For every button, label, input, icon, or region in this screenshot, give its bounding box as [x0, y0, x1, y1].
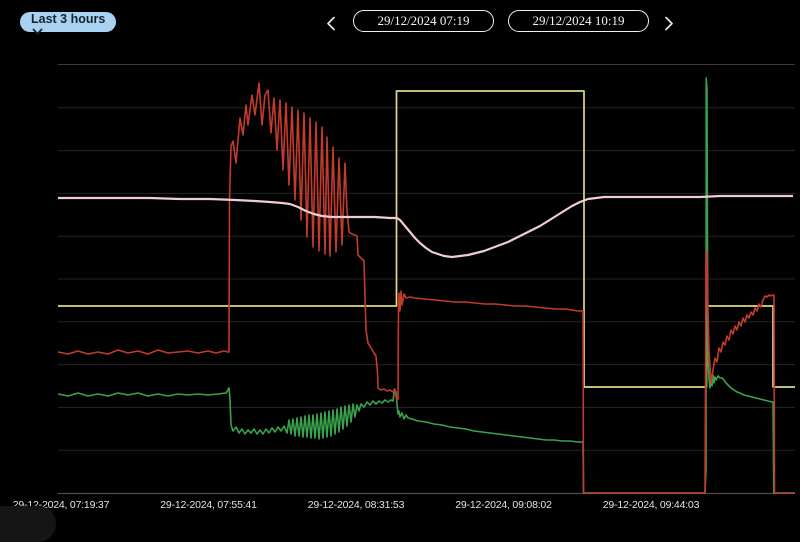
end-time-field[interactable]: 29/12/2024 10:19 — [508, 10, 649, 32]
x-axis-tick-label: 29-12-2024, 07:55:41 — [160, 499, 257, 511]
chevron-down-icon — [32, 28, 43, 35]
chevron-left-icon — [327, 16, 335, 30]
start-time-value: 29/12/2024 07:19 — [377, 13, 470, 28]
next-window-button[interactable] — [662, 15, 676, 31]
time-range-selector[interactable]: Last 3 hours — [20, 12, 117, 35]
series-red-line — [57, 82, 795, 494]
chevron-right-icon — [665, 16, 673, 30]
series-pink-line — [58, 194, 793, 259]
x-axis-tick-label: 29-12-2024, 08:31:53 — [307, 499, 405, 511]
time-range-label: Last 3 hours — [31, 12, 106, 26]
x-axis: 29-12-2024, 07:19:37 29-12-2024, 07:55:41… — [0, 499, 800, 515]
corner-artifact — [0, 506, 56, 542]
end-time-value: 29/12/2024 10:19 — [532, 13, 625, 28]
start-time-field[interactable]: 29/12/2024 07:19 — [353, 10, 494, 32]
x-axis-tick-label: 29-12-2024, 09:08:02 — [455, 499, 552, 511]
chart-plot[interactable]: 29-12-2024, 07:19:37 29-12-2024, 07:55:41… — [0, 0, 800, 521]
x-axis-tick-label: 29-12-2024, 09:44:03 — [602, 499, 700, 511]
series-green-line — [57, 77, 795, 494]
series-yellow-step-line — [58, 90, 795, 388]
chart-canvas — [57, 64, 795, 495]
prev-window-button[interactable] — [324, 15, 338, 31]
